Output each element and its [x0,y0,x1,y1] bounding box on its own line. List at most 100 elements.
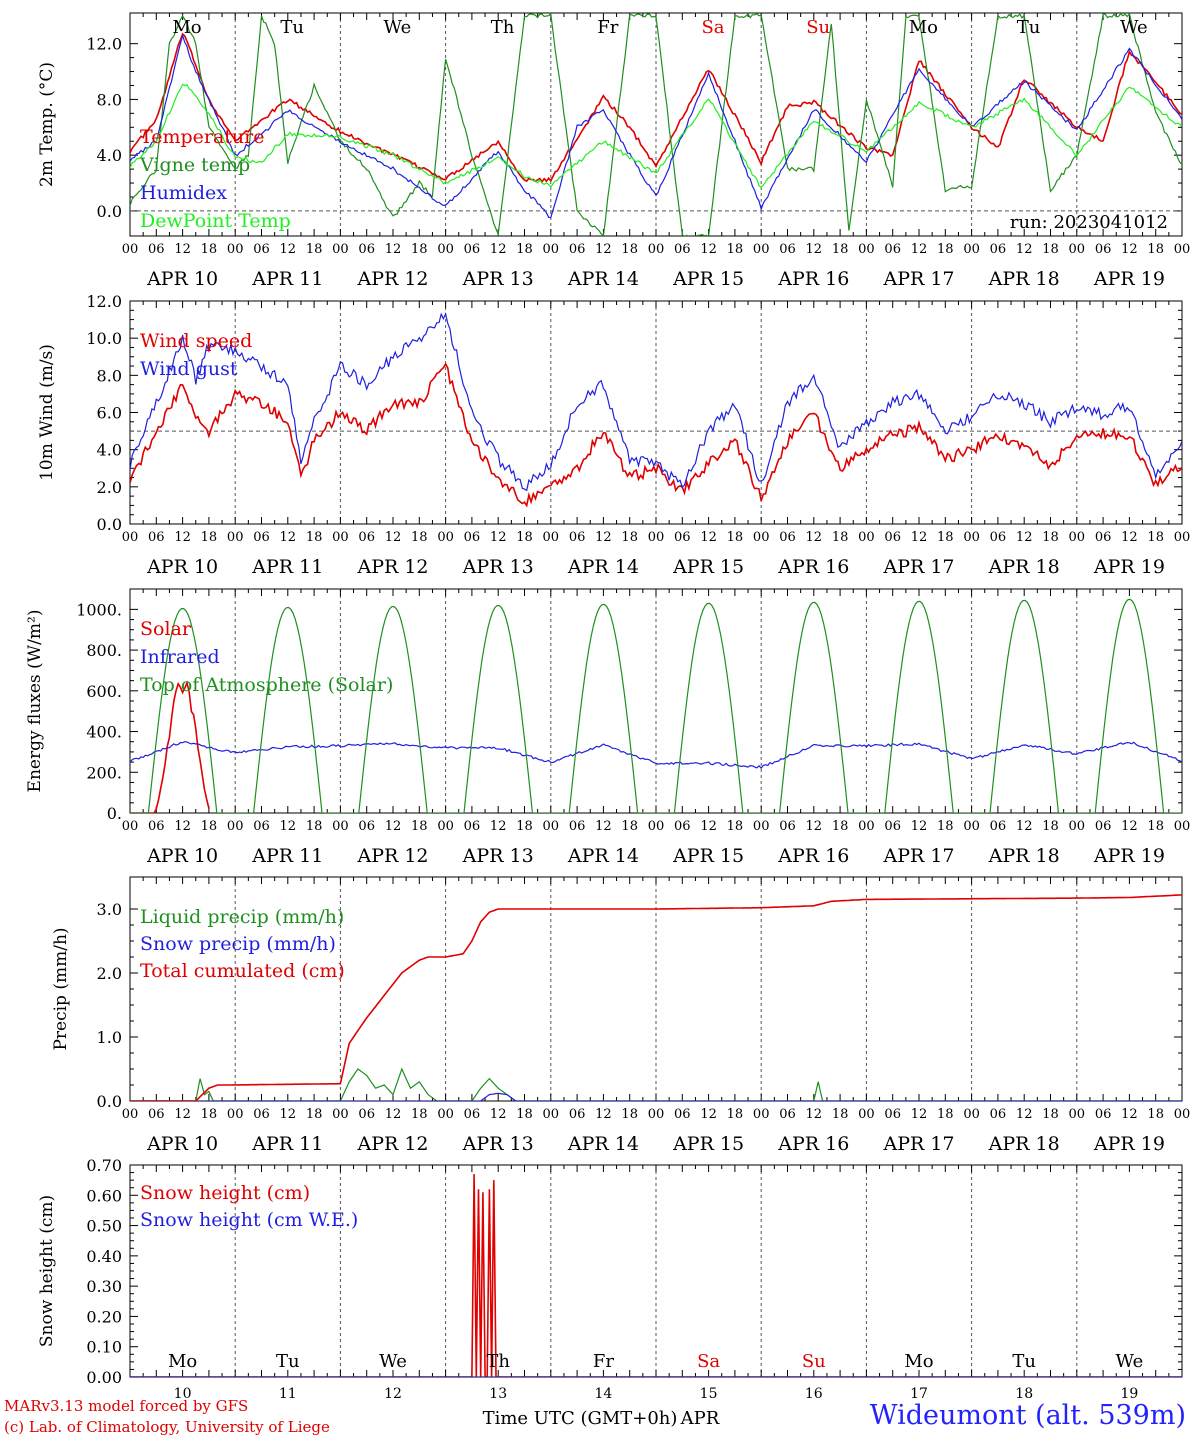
date-label: APR 15 [672,268,744,290]
y-tick-label: 0.00 [86,1368,122,1387]
hour-tick-label: 18 [832,1107,849,1122]
hour-tick-label: 18 [411,819,428,834]
hour-tick-label: 06 [464,242,481,257]
hour-tick-label: 06 [884,819,901,834]
hour-tick-label: 18 [937,242,954,257]
hour-tick-label: 18 [201,242,218,257]
weekday-label: Tu [1017,17,1041,38]
y-tick-label: 400. [86,723,122,742]
hour-tick-label: 18 [411,1107,428,1122]
day-number-label: 14 [594,1386,612,1402]
legend-entry: Temperature [140,126,264,148]
hour-tick-label: 12 [1016,530,1033,545]
y-tick-label: 1.0 [97,1028,122,1047]
hour-tick-label: 06 [1095,242,1112,257]
hour-tick-label: 18 [1042,1107,1059,1122]
hour-tick-label: 18 [1147,1107,1164,1122]
station-title: Wideumont (alt. 539m) [869,1400,1186,1431]
series-group [130,894,1182,1101]
hour-tick-label: 06 [569,242,586,257]
date-label: APR 18 [988,1133,1060,1155]
run-label: run: 2023041012 [1010,212,1168,233]
hour-tick-label: 12 [595,819,612,834]
hour-tick-label: 06 [779,530,796,545]
hour-tick-label: 06 [253,819,270,834]
date-label: APR 19 [1093,556,1165,578]
hour-tick-label: 12 [595,242,612,257]
weekday-label: We [384,17,412,38]
plot-frame [129,12,1183,237]
y-tick-label: 8.0 [97,366,122,385]
y-tick-label: 0. [107,804,122,823]
hour-tick-label: 06 [884,242,901,257]
hour-tick-label: 06 [990,819,1007,834]
y-tick-label: 600. [86,682,122,701]
day-number-label: 16 [805,1386,823,1402]
date-label: APR 11 [251,268,323,290]
hour-tick-label: 00 [648,242,665,257]
weekday-label: Mo [172,17,201,38]
hour-tick-label: 00 [858,242,875,257]
y-tick-label: 2.0 [97,964,122,983]
hour-tick-label: 00 [963,1107,980,1122]
hour-tick-label: 00 [332,530,349,545]
hour-tick-label: 18 [306,819,323,834]
hour-tick-label: 18 [1042,530,1059,545]
weekday-label: Tu [276,1351,300,1372]
hour-tick-label: 00 [122,530,139,545]
date-label: APR 18 [988,556,1060,578]
weekday-label: Su [806,17,830,38]
hour-tick-label: 12 [806,242,823,257]
hour-tick-label: 00 [543,819,560,834]
hour-tick-label: 12 [490,242,507,257]
hour-tick-label: 06 [358,819,375,834]
hour-tick-label: 12 [806,1107,823,1122]
hour-tick-label: 06 [1095,819,1112,834]
date-label: APR 10 [146,268,218,290]
weekday-label: Tu [1012,1351,1036,1372]
date-label: APR 10 [146,1133,218,1155]
hour-tick-label: 12 [174,1107,191,1122]
hour-tick-label: 00 [122,242,139,257]
y-tick-label: 2.0 [97,478,122,497]
weekday-label: Fr [597,17,618,38]
hour-tick-label: 12 [1121,530,1138,545]
weekday-label: We [1120,17,1148,38]
date-label: APR 11 [251,556,323,578]
weekday-label: Sa [701,17,724,38]
day-number-label: 13 [489,1386,507,1402]
hour-tick-label: 00 [332,819,349,834]
hour-tick-label: 06 [253,242,270,257]
legend-entry: Snow precip (mm/h) [140,933,336,955]
date-label: APR 13 [462,556,534,578]
weekday-label: Fr [593,1351,614,1372]
hour-tick-label: 18 [727,530,744,545]
hour-tick-label: 00 [858,1107,875,1122]
date-label: APR 12 [356,845,428,867]
hour-tick-label: 06 [1095,530,1112,545]
hour-tick-label: 12 [174,819,191,834]
date-label: APR 16 [777,556,849,578]
hour-tick-label: 00 [753,242,770,257]
date-label: APR 19 [1093,845,1165,867]
y-tick-label: 12.0 [86,35,122,54]
month-label: APR [680,1408,720,1429]
day-number-label: 10 [174,1386,192,1402]
hour-tick-label: 00 [963,819,980,834]
series-line-total-cumulated-cm- [130,894,1182,1101]
day-number-label: 17 [910,1386,928,1402]
hour-tick-label: 06 [674,530,691,545]
day-number-label: 19 [1120,1386,1138,1402]
hour-tick-label: 18 [727,1107,744,1122]
plot-frame [129,588,1183,814]
y-tick-label: 0.0 [97,515,122,534]
hour-tick-label: 12 [280,1107,297,1122]
hour-tick-label: 18 [201,1107,218,1122]
hour-tick-label: 00 [1069,530,1086,545]
series-line-humidex [130,33,1182,219]
y-axis-label: 10m Wind (m/s) [37,344,57,481]
hour-tick-label: 06 [464,1107,481,1122]
hour-tick-label: 18 [1147,530,1164,545]
weekday-label: Mo [168,1351,197,1372]
hour-tick-label: 06 [990,530,1007,545]
